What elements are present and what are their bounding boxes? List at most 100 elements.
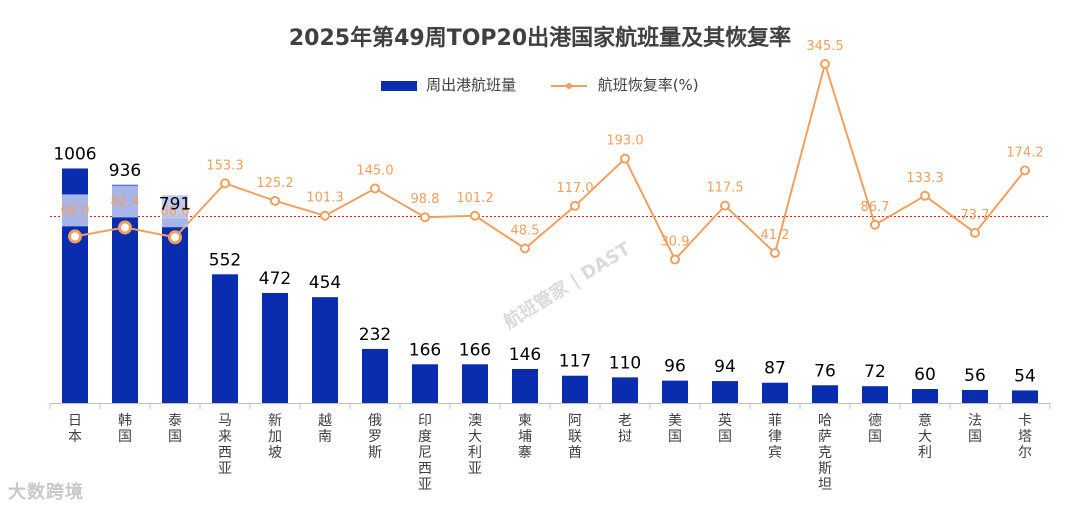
recovery-label-0: 68.0 <box>61 203 90 218</box>
category-label-15: 克 <box>818 445 832 461</box>
bar-2 <box>162 218 188 403</box>
bar-value-label-7: 166 <box>409 340 441 360</box>
category-label-3: 亚 <box>218 461 232 477</box>
recovery-point-7 <box>420 212 430 223</box>
bar-10 <box>562 375 588 403</box>
category-label-14: 宾 <box>768 445 782 461</box>
category-label-0: 日 <box>68 413 82 429</box>
bar-7 <box>412 364 438 403</box>
bar-15 <box>812 385 838 403</box>
recovery-label-19: 174.2 <box>1006 145 1043 160</box>
legend-item-recovery: 航班恢复率(%) <box>549 74 699 95</box>
recovery-label-9: 48.5 <box>511 224 540 239</box>
recovery-label-15: 345.5 <box>806 39 843 54</box>
bar-6 <box>362 348 388 403</box>
bar-value-label-15: 76 <box>814 361 836 381</box>
recovery-label-13: 117.5 <box>706 181 743 196</box>
label-highlight-2 <box>162 195 188 228</box>
category-label-4: 坡 <box>268 445 282 461</box>
category-label-19: 尔 <box>1018 445 1032 461</box>
recovery-label-3: 153.3 <box>206 158 243 173</box>
chart-title: 2025年第49周TOP20出港国家航班量及其恢复率 <box>288 26 792 51</box>
category-label-8: 大 <box>468 429 482 445</box>
category-label-12: 国 <box>668 429 682 445</box>
category-label-10: 阿 <box>568 413 582 429</box>
bar-value-label-11: 110 <box>609 353 641 373</box>
category-label-19: 卡 <box>1018 413 1032 429</box>
category-label-15: 哈 <box>818 413 832 429</box>
bar-value-label-9: 146 <box>509 345 541 365</box>
category-label-1: 韩 <box>118 413 132 429</box>
category-label-6: 俄 <box>368 413 382 429</box>
legend-item-flights: 周出港航班量 <box>381 74 516 95</box>
recovery-label-2: 66.6 <box>161 204 190 219</box>
label-highlight-0 <box>62 194 88 227</box>
recovery-point-17 <box>920 190 930 201</box>
recovery-label-1: 82.4 <box>111 194 140 209</box>
bar-value-label-8: 166 <box>459 340 491 360</box>
recovery-label-16: 86.7 <box>861 200 890 215</box>
category-label-1: 国 <box>118 429 132 445</box>
recovery-point-8 <box>470 210 480 221</box>
recovery-point-15 <box>820 58 830 69</box>
category-label-14: 律 <box>768 429 782 445</box>
recovery-point-16 <box>870 219 880 230</box>
label-highlight-1 <box>112 185 138 218</box>
recovery-label-14: 41.2 <box>761 228 790 243</box>
bar-value-label-17: 60 <box>914 365 936 385</box>
category-label-17: 大 <box>918 429 932 445</box>
category-label-7: 西 <box>418 461 432 477</box>
recovery-point-13 <box>720 200 730 211</box>
category-label-9: 埔 <box>518 429 532 445</box>
recovery-point-9 <box>520 243 530 254</box>
bar-value-label-18: 56 <box>964 366 986 386</box>
bar-value-label-16: 72 <box>864 362 886 382</box>
recovery-point-4 <box>270 195 280 206</box>
category-label-13: 英 <box>718 412 732 429</box>
brand-logo: 大数跨境 <box>8 482 84 503</box>
bar-value-label-2: 791 <box>159 195 191 215</box>
bar-value-label-1: 936 <box>109 161 141 181</box>
bar-9 <box>512 368 538 403</box>
recovery-label-11: 193.0 <box>606 134 643 149</box>
bar-13 <box>712 381 738 403</box>
recovery-label-17: 133.3 <box>906 171 943 186</box>
category-label-3: 来 <box>218 429 232 445</box>
bar-17 <box>912 389 938 403</box>
bar-value-label-14: 87 <box>764 359 786 379</box>
category-label-15: 萨 <box>818 429 832 445</box>
chart-legend: 周出港航班量 航班恢复率(%) <box>0 74 1080 95</box>
bar-value-label-3: 552 <box>209 250 241 270</box>
bar-value-label-13: 94 <box>714 357 736 377</box>
category-label-18: 国 <box>968 429 982 445</box>
category-label-14: 菲 <box>768 413 782 429</box>
recovery-label-5: 101.3 <box>306 191 343 206</box>
category-label-10: 酋 <box>568 444 582 461</box>
legend-line-swatch <box>550 82 587 89</box>
category-label-16: 德 <box>868 413 882 429</box>
bar-1 <box>112 184 138 403</box>
category-label-7: 亚 <box>418 477 432 493</box>
category-label-6: 罗 <box>368 429 382 445</box>
bar-value-label-10: 117 <box>559 352 591 372</box>
category-label-11: 挝 <box>618 429 632 445</box>
recovery-point-19 <box>1020 165 1030 176</box>
bar-value-label-4: 472 <box>259 269 291 289</box>
category-label-8: 利 <box>468 445 482 461</box>
bar-value-label-19: 54 <box>1014 366 1036 386</box>
recovery-point-10 <box>570 200 580 211</box>
bar-19 <box>1012 390 1038 403</box>
recovery-label-8: 101.2 <box>456 191 493 206</box>
category-label-10: 联 <box>568 429 582 445</box>
category-label-9: 寨 <box>518 444 532 461</box>
category-label-0: 本 <box>68 429 82 445</box>
bar-11 <box>612 377 638 403</box>
legend-label-flights: 周出港航班量 <box>426 76 517 94</box>
recovery-label-4: 125.2 <box>256 176 293 191</box>
bar-5 <box>312 297 338 403</box>
bar-18 <box>962 389 988 403</box>
legend-bar-swatch <box>381 80 418 91</box>
recovery-label-18: 73.7 <box>961 208 990 223</box>
recovery-point-5 <box>320 210 330 221</box>
category-label-8: 澳 <box>468 413 482 429</box>
